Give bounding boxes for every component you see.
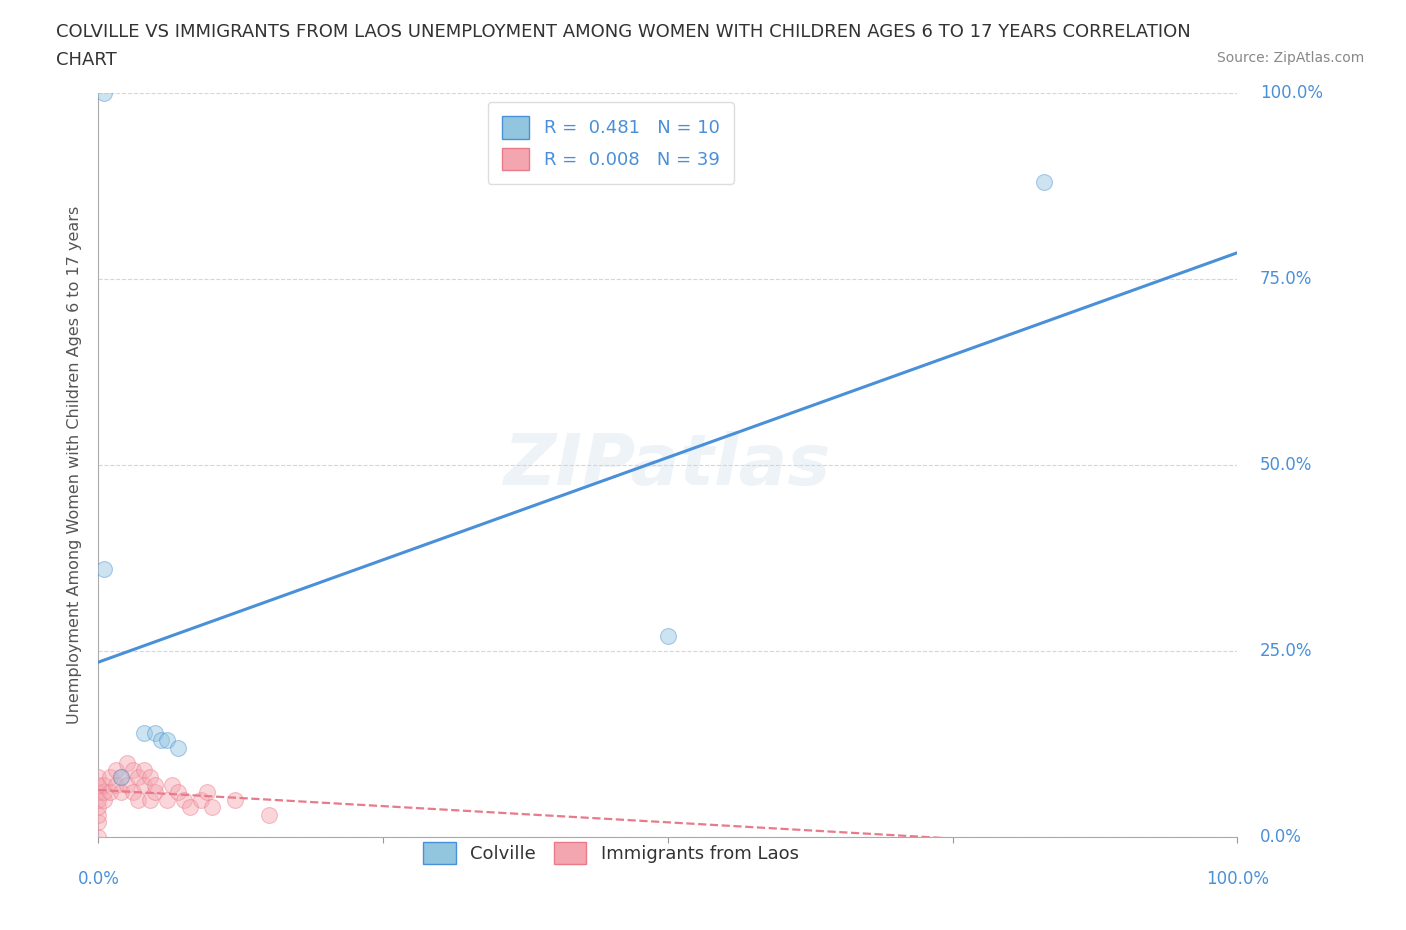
Point: [156, 733, 179, 748]
Point: [93, 785, 115, 800]
Text: 75.0%: 75.0%: [1260, 270, 1312, 288]
Point: [104, 777, 127, 792]
Point: [93, 777, 115, 792]
Point: [179, 800, 201, 815]
Point: [132, 777, 155, 792]
Text: 100.0%: 100.0%: [1260, 84, 1323, 102]
Point: [138, 770, 160, 785]
Point: [104, 763, 127, 777]
Point: [98, 785, 121, 800]
Point: [87, 800, 110, 815]
Point: [138, 792, 160, 807]
Point: [195, 785, 218, 800]
Point: [201, 800, 224, 815]
Point: [87, 785, 110, 800]
Point: [115, 777, 138, 792]
Point: [156, 792, 179, 807]
Point: [93, 792, 115, 807]
Legend: Colville, Immigrants from Laos: Colville, Immigrants from Laos: [413, 832, 808, 872]
Point: [1032, 175, 1054, 190]
Y-axis label: Unemployment Among Women with Children Ages 6 to 17 years: Unemployment Among Women with Children A…: [67, 206, 83, 724]
Point: [87, 770, 110, 785]
Point: [145, 785, 167, 800]
Text: 0.0%: 0.0%: [77, 870, 120, 888]
Point: [121, 785, 143, 800]
Text: 50.0%: 50.0%: [1260, 456, 1312, 474]
Point: [93, 86, 115, 100]
Text: 100.0%: 100.0%: [1206, 870, 1268, 888]
Point: [110, 770, 132, 785]
Point: [93, 562, 115, 577]
Point: [127, 792, 149, 807]
Point: [145, 777, 167, 792]
Text: Source: ZipAtlas.com: Source: ZipAtlas.com: [1216, 51, 1364, 65]
Point: [132, 725, 155, 740]
Point: [162, 777, 184, 792]
Point: [115, 755, 138, 770]
Point: [121, 763, 143, 777]
Point: [110, 770, 132, 785]
Text: ZIPatlas: ZIPatlas: [505, 431, 831, 499]
Point: [87, 807, 110, 822]
Point: [98, 770, 121, 785]
Point: [110, 785, 132, 800]
Text: CHART: CHART: [56, 51, 117, 69]
Text: 0.0%: 0.0%: [1260, 828, 1302, 846]
Point: [132, 763, 155, 777]
Point: [657, 629, 679, 644]
Point: [87, 777, 110, 792]
Point: [145, 725, 167, 740]
Point: [150, 733, 173, 748]
Point: [167, 785, 190, 800]
Point: [259, 807, 281, 822]
Point: [87, 792, 110, 807]
Point: [167, 740, 190, 755]
Text: COLVILLE VS IMMIGRANTS FROM LAOS UNEMPLOYMENT AMONG WOMEN WITH CHILDREN AGES 6 T: COLVILLE VS IMMIGRANTS FROM LAOS UNEMPLO…: [56, 23, 1191, 41]
Point: [190, 792, 212, 807]
Text: 25.0%: 25.0%: [1260, 642, 1313, 660]
Point: [87, 815, 110, 830]
Point: [87, 830, 110, 844]
Point: [224, 792, 246, 807]
Point: [173, 792, 195, 807]
Point: [127, 770, 149, 785]
